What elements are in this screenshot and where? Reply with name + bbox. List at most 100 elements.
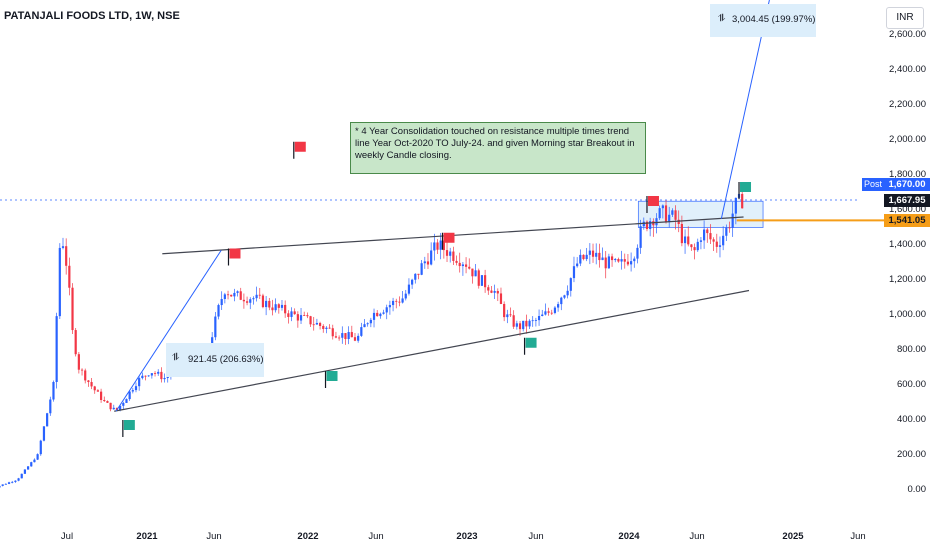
- candle-body: [563, 295, 566, 298]
- candle-body: [274, 304, 277, 311]
- candle-body: [569, 278, 572, 291]
- candle-body: [103, 399, 106, 402]
- candle-body: [71, 287, 74, 331]
- candle-body: [7, 482, 11, 484]
- candle-body: [344, 333, 347, 340]
- candle-body: [610, 256, 614, 261]
- x-tick-label: 2023: [456, 531, 478, 542]
- candle-body: [630, 261, 633, 265]
- candle-body: [245, 301, 249, 303]
- candle-body: [74, 330, 77, 355]
- candle-body: [125, 399, 128, 403]
- candle-body: [601, 257, 604, 261]
- candle-body: [290, 311, 293, 317]
- rise-trendline-1[interactable]: [115, 249, 222, 412]
- candle-body: [353, 337, 357, 341]
- candle-body: [39, 440, 42, 455]
- y-tick-label: 2,000.00: [889, 134, 926, 145]
- x-tick-label: 2022: [297, 531, 319, 542]
- candle-body: [407, 284, 411, 294]
- candle-body: [645, 221, 649, 230]
- candle-body: [541, 314, 544, 316]
- candle-body: [65, 246, 68, 266]
- candle-body: [668, 214, 671, 223]
- green-flag-icon[interactable]: [525, 337, 537, 348]
- candle-body: [96, 390, 100, 392]
- red-flag-icon[interactable]: [294, 141, 306, 152]
- candle-body: [61, 246, 65, 248]
- candle-body: [296, 314, 299, 321]
- green-flag-icon[interactable]: [326, 371, 338, 381]
- candle-body: [360, 327, 363, 336]
- candle-body: [614, 259, 617, 261]
- green-flag-icon[interactable]: [123, 420, 135, 430]
- candle-body: [115, 407, 119, 411]
- candle-body: [141, 375, 144, 379]
- green-flag-icon[interactable]: [740, 182, 752, 192]
- red-flag-icon[interactable]: [229, 248, 241, 259]
- candle-body: [604, 257, 607, 269]
- candle-body: [674, 210, 677, 220]
- candle-body: [417, 273, 420, 275]
- red-flag-icon[interactable]: [443, 232, 455, 243]
- candle-body: [379, 313, 382, 317]
- candle-body: [325, 327, 328, 329]
- candle-body: [347, 332, 350, 340]
- candle-body: [42, 426, 46, 441]
- support-trendline[interactable]: [114, 289, 750, 412]
- candle-body: [607, 256, 610, 269]
- candle-body: [49, 399, 52, 414]
- candle-body: [411, 279, 414, 285]
- candle-body: [693, 247, 696, 251]
- candle-body: [398, 301, 401, 303]
- post-price-label: 1,670.00: [884, 178, 930, 191]
- candle-body: [366, 323, 369, 325]
- candle-body: [350, 332, 353, 338]
- candle-body: [499, 293, 503, 304]
- candle-body: [715, 241, 718, 247]
- candle-body: [157, 371, 160, 374]
- candle-body: [484, 275, 487, 288]
- measure-box-bottom[interactable]: ⥮ 921.45 (206.63%): [166, 343, 264, 377]
- candle-body: [249, 299, 252, 303]
- candle-body: [252, 298, 255, 300]
- candle-body: [36, 454, 39, 460]
- candle-body: [242, 299, 246, 302]
- y-tick-label: 1,000.00: [889, 309, 926, 320]
- y-tick-label: 2,200.00: [889, 99, 926, 110]
- candle-body: [582, 254, 585, 260]
- candle-body: [20, 473, 23, 479]
- candle-body: [474, 270, 477, 277]
- candle-body: [445, 250, 449, 256]
- candle-body: [512, 315, 515, 327]
- candle-body: [382, 312, 385, 314]
- y-tick-label: 1,800.00: [889, 169, 926, 180]
- candle-body: [487, 287, 490, 291]
- candle-body: [468, 266, 471, 269]
- candle-body: [131, 390, 134, 392]
- candle-body: [395, 300, 398, 302]
- candle-body: [626, 261, 630, 265]
- red-flag-icon[interactable]: [647, 196, 659, 206]
- x-tick-label: Jun: [689, 531, 705, 542]
- candle-body: [436, 242, 439, 250]
- analysis-note[interactable]: * 4 Year Consolidation touched on resist…: [350, 122, 646, 174]
- candle-body: [255, 294, 258, 299]
- candle-body: [0, 485, 1, 488]
- candle-body: [522, 320, 525, 330]
- candle-body: [112, 407, 115, 410]
- candle-body: [703, 229, 706, 241]
- candle-body: [452, 251, 455, 261]
- candle-body: [677, 219, 680, 224]
- x-tick-label: Jun: [850, 531, 866, 542]
- candle-body: [268, 300, 271, 308]
- candle-body: [4, 483, 7, 485]
- x-tick-label: 2024: [618, 531, 640, 542]
- candle-body: [1, 484, 4, 486]
- measure-box-top[interactable]: ⥮ 3,004.45 (199.97%): [710, 4, 816, 37]
- candle-body: [299, 315, 303, 321]
- candle-body: [455, 260, 458, 263]
- x-tick-label: Jul: [60, 531, 74, 542]
- currency-button[interactable]: INR: [886, 7, 924, 29]
